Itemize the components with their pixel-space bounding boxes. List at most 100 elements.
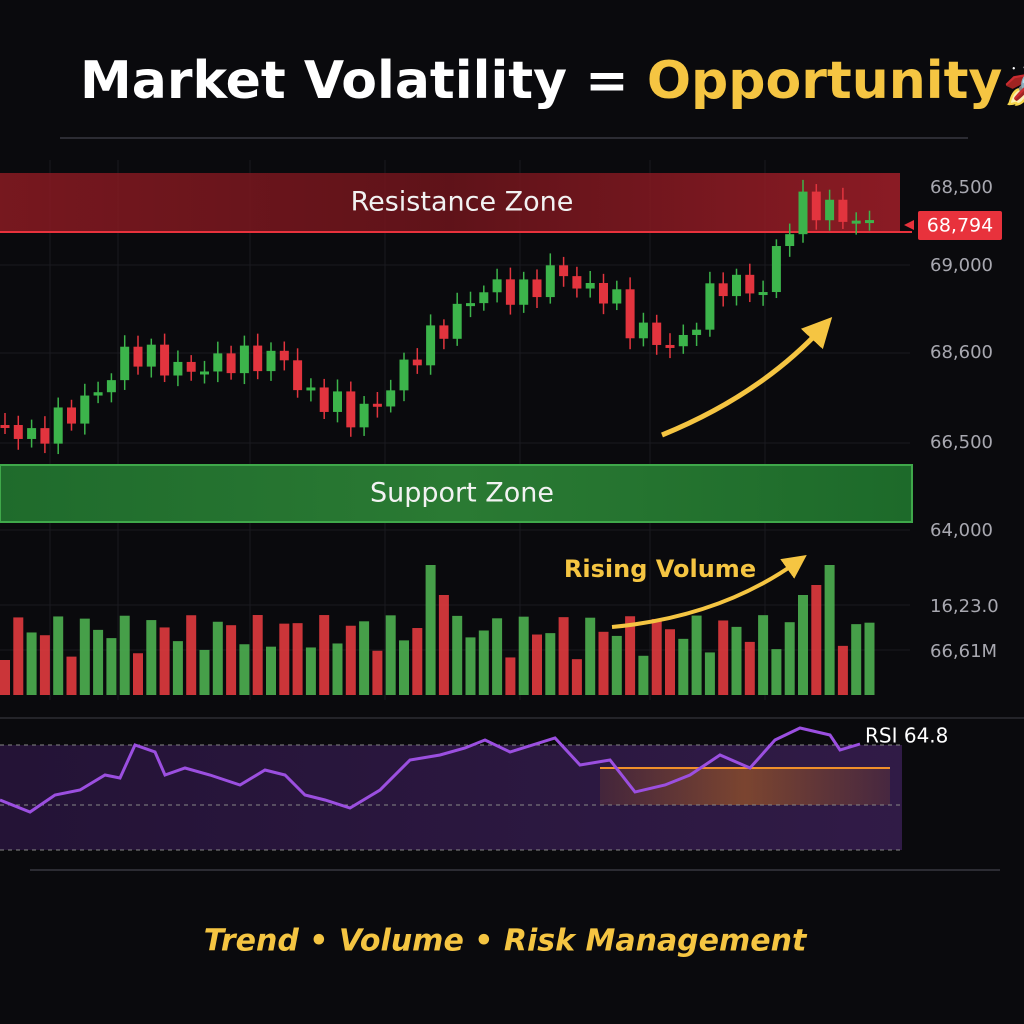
candle-body [439, 325, 449, 339]
candle-body [306, 387, 316, 391]
volume-bar [212, 621, 223, 695]
price-label: 66,500 [930, 432, 993, 453]
footer-tagline: Trend • Volume • Risk Management [204, 924, 808, 959]
volume-bar [784, 622, 795, 695]
candle-body [692, 329, 702, 335]
volume-bar [438, 595, 449, 695]
volume-bar [638, 655, 649, 695]
candle-body [652, 322, 662, 345]
volume-bar [319, 615, 330, 695]
candle-body [372, 403, 382, 407]
volume-bar [452, 615, 463, 695]
support-zone [0, 464, 913, 523]
title-equals: = [585, 51, 629, 111]
volume-bar [478, 630, 489, 695]
candle-body [226, 353, 236, 374]
volume-bar [93, 629, 104, 695]
volume-bar [811, 585, 822, 695]
volume-bar [851, 624, 862, 695]
title-highlight: Opportunity [647, 51, 1003, 111]
current-price: 68,794 [927, 215, 993, 237]
candle-body [638, 322, 648, 339]
candles [0, 179, 874, 455]
volume-bar [744, 641, 755, 695]
volume-bar [279, 623, 290, 695]
candle-body [705, 283, 715, 330]
candle-body [239, 345, 249, 374]
candle-body [771, 246, 781, 293]
candle-body [186, 361, 196, 372]
candle-body [625, 289, 635, 339]
candle-body [758, 292, 768, 296]
volume-bar [585, 617, 596, 695]
volume-bar [731, 626, 742, 695]
rising-volume-label: Rising Volume [564, 555, 756, 583]
candle-body [479, 292, 489, 304]
candle-body [545, 265, 555, 298]
volume-bar [837, 645, 848, 695]
candle-body [466, 303, 475, 307]
resistance-label: Resistance Zone [351, 187, 574, 218]
volume-bar [199, 649, 210, 695]
volume-bar [532, 634, 542, 695]
candle-body [678, 334, 688, 347]
candle-body [346, 391, 356, 428]
volume-bar [292, 623, 303, 695]
volume-bar [611, 635, 622, 695]
volume-bar [332, 643, 343, 695]
volume-bar [864, 622, 875, 695]
candle-body [505, 279, 515, 305]
candle-body [785, 234, 795, 247]
candle-body [293, 360, 303, 391]
title-main: Market Volatility [80, 51, 567, 111]
volume-bar [345, 625, 356, 695]
volume-arrow [611, 555, 807, 629]
candle-body [0, 425, 10, 428]
candle-body [718, 283, 728, 297]
candle-body [585, 283, 595, 289]
support-label: Support Zone [370, 478, 554, 509]
candle-body [386, 390, 396, 407]
price-label: 64,000 [930, 520, 993, 541]
title-icon: 🚀 [1002, 50, 1024, 111]
volume-bar [159, 627, 170, 695]
volume-bar [186, 615, 197, 695]
candle-body [266, 350, 276, 372]
candle-body [173, 361, 183, 376]
volume-bar [412, 628, 423, 695]
candle-body [798, 191, 808, 235]
candle-body [452, 303, 462, 339]
candle-body [865, 220, 874, 224]
candle-body [40, 428, 50, 444]
volume-bar [505, 657, 516, 695]
volume-bar [53, 616, 64, 695]
volume-bar [558, 617, 569, 695]
price-label: 66,61M [930, 641, 997, 662]
candle-body [838, 199, 848, 222]
volume-bar [771, 649, 782, 695]
volume-bar [678, 638, 689, 695]
volume-bar [518, 616, 529, 695]
volume-bar [598, 631, 609, 695]
volume-bar [79, 618, 90, 695]
volume-bar [625, 616, 636, 695]
candle-body [811, 191, 821, 221]
volume-bar [385, 615, 396, 695]
volume-bar [465, 637, 476, 695]
volume-bar [651, 618, 662, 695]
candle-body [133, 346, 143, 367]
candle-body [279, 350, 289, 361]
trend-arrow [661, 316, 833, 438]
rsi-label: RSI 64.8 [865, 724, 948, 748]
candle-body [13, 425, 23, 439]
candle-body [572, 276, 582, 289]
candle-body [53, 407, 63, 444]
candle-body [825, 199, 835, 221]
candle-body [27, 428, 37, 439]
volume-bar [691, 615, 702, 695]
price-axis: 68,500 69,000 68,600 66,500 64,000 16,23.0 66,… [930, 177, 999, 662]
volume-bar [704, 652, 715, 695]
volume-bar [372, 650, 383, 695]
volume-bar [399, 640, 409, 695]
volume-bar [425, 565, 436, 695]
